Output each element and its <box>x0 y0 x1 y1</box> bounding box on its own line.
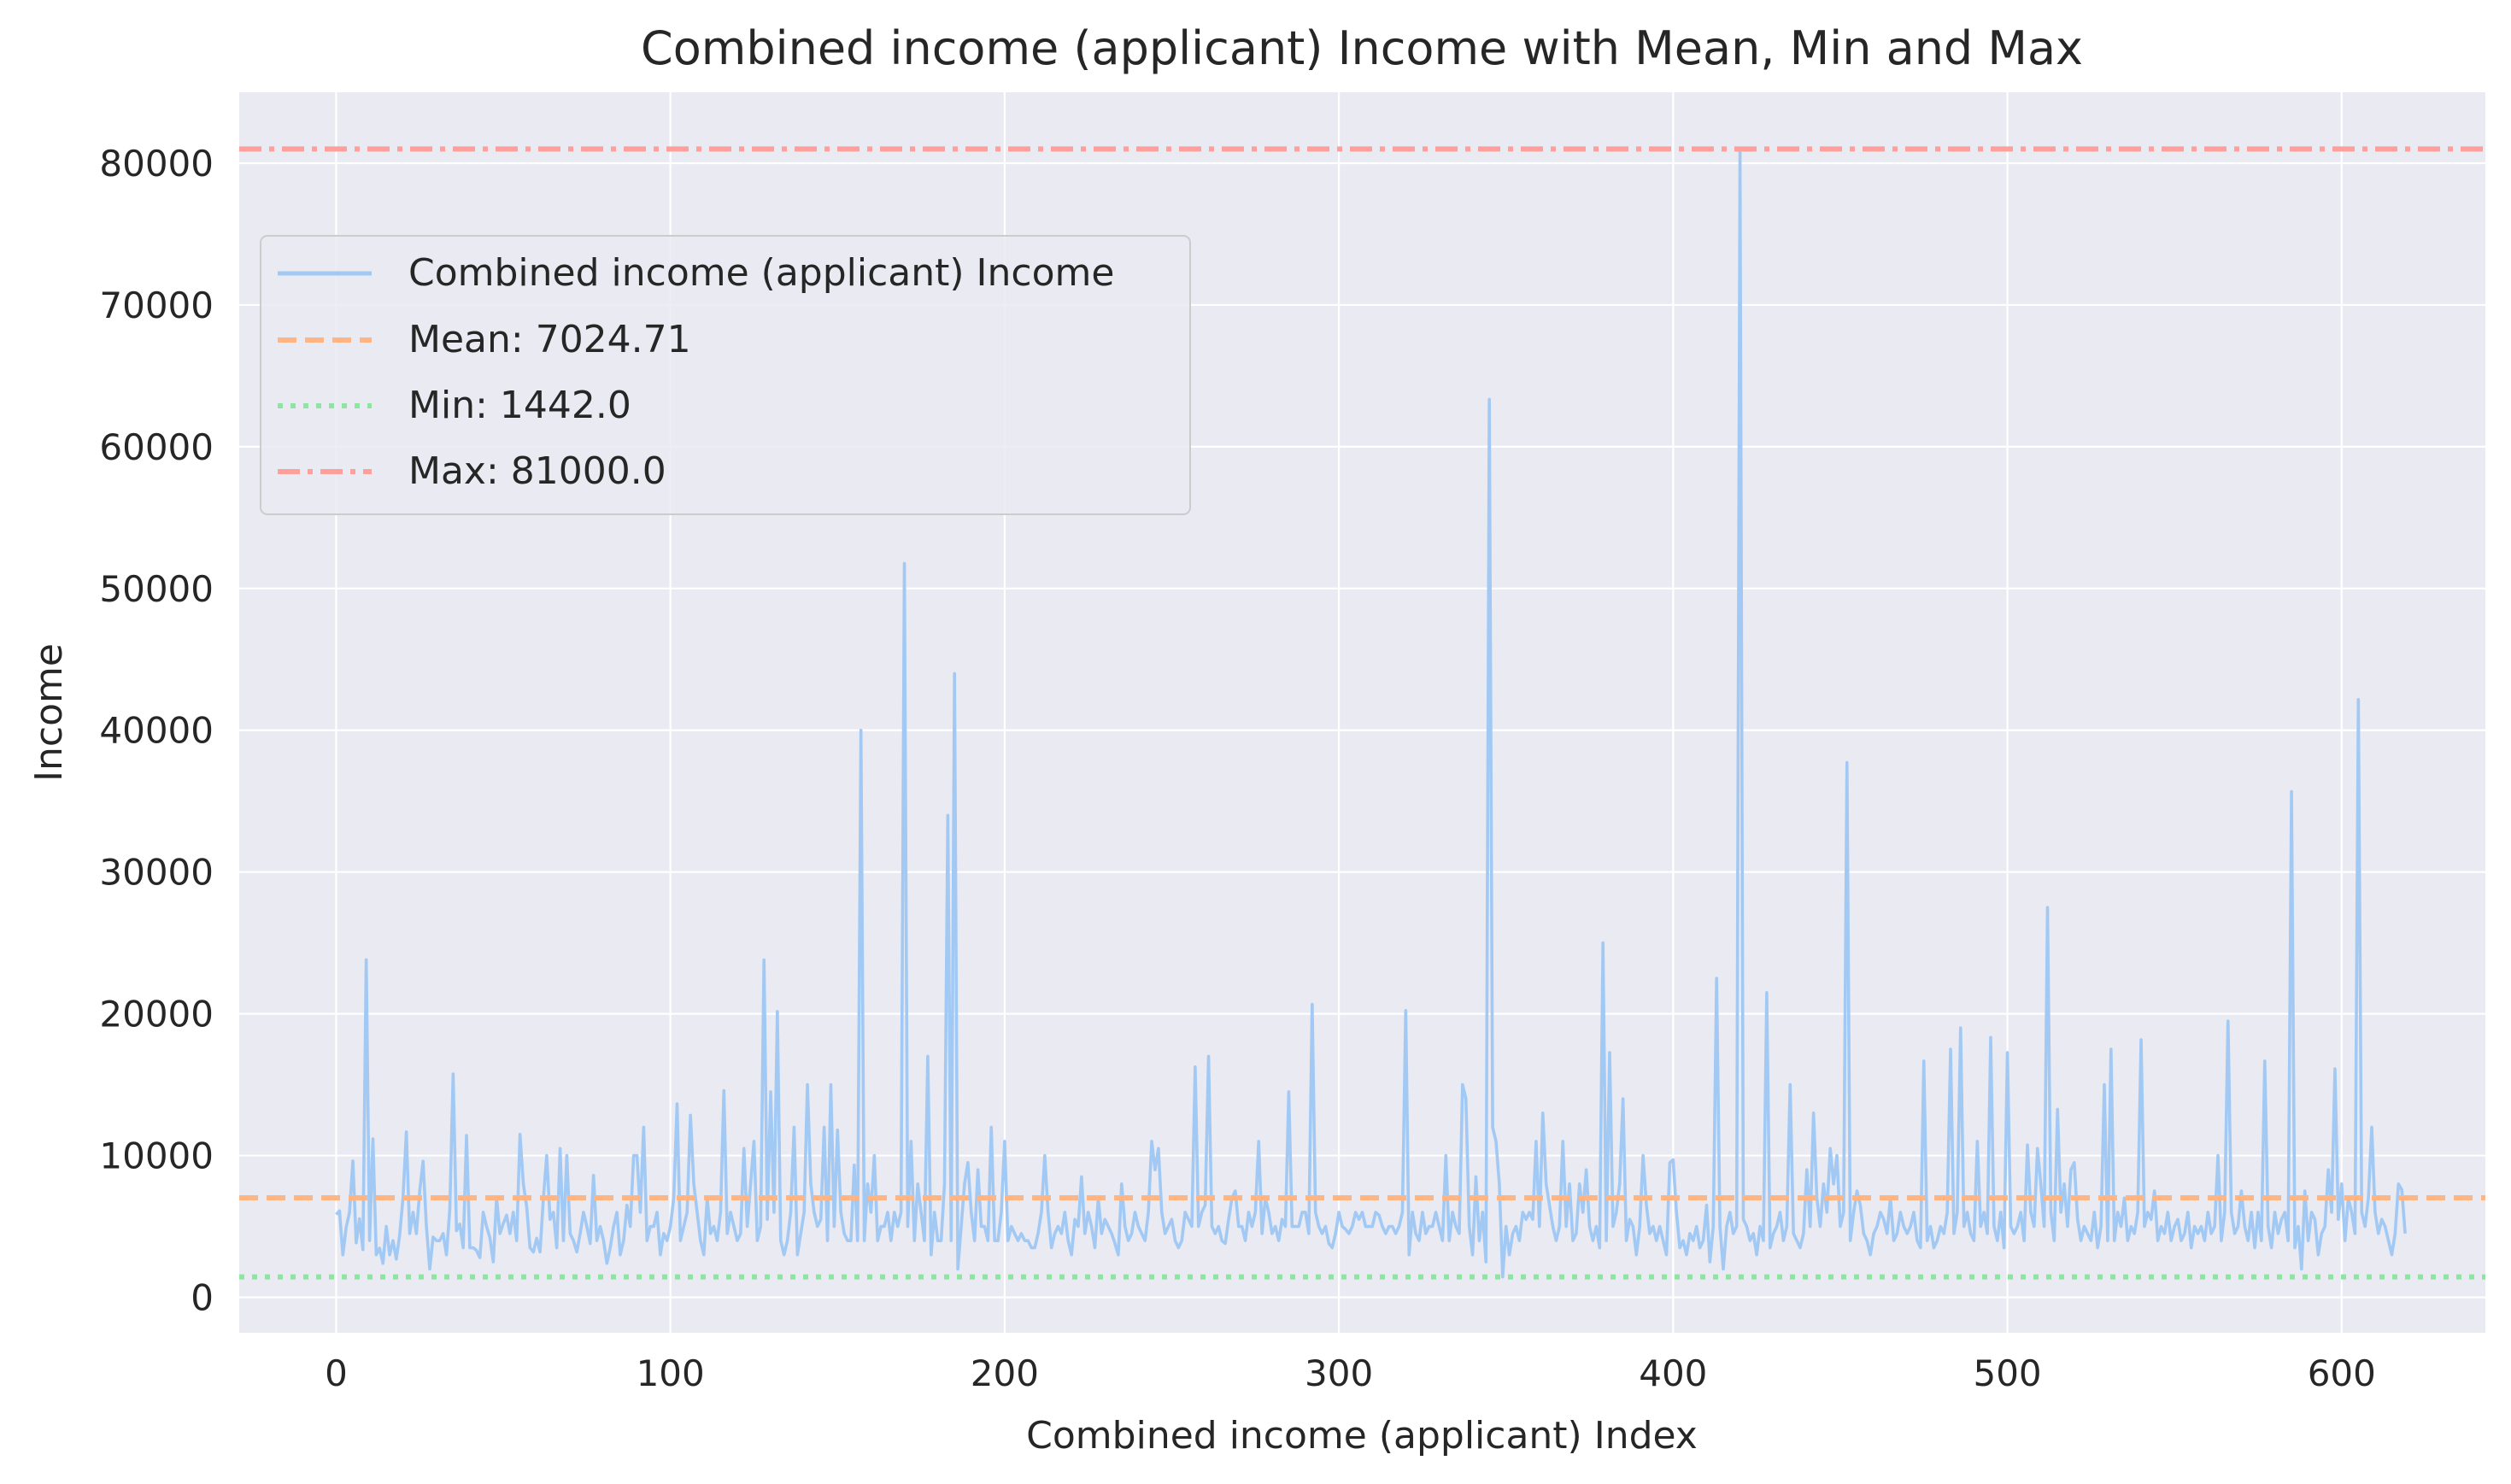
y-tick-label: 0 <box>191 1277 214 1319</box>
legend: Combined income (applicant) Income Mean:… <box>260 235 1191 515</box>
y-axis-label: Income <box>27 643 71 782</box>
y-tick-label: 70000 <box>99 284 214 326</box>
y-tick-label: 20000 <box>99 994 214 1035</box>
legend-label-mean: Mean: 7024.71 <box>408 318 691 361</box>
x-tick-label: 100 <box>637 1352 705 1394</box>
x-tick-label: 0 <box>325 1352 348 1394</box>
y-tick-labels: 0 10000 20000 30000 40000 50000 60000 70000 8000… <box>99 143 214 1319</box>
x-tick-labels: 0 100 200 300 400 500 600 <box>325 1352 2376 1394</box>
y-tick-label: 60000 <box>99 426 214 468</box>
x-tick-label: 200 <box>971 1352 1039 1394</box>
y-tick-label: 10000 <box>99 1135 214 1177</box>
series-line-combined-income <box>335 147 2407 1279</box>
series-layer <box>335 147 2407 1279</box>
legend-label-series: Combined income (applicant) Income <box>408 251 1114 295</box>
y-tick-label: 80000 <box>99 143 214 185</box>
x-tick-label: 300 <box>1305 1352 1373 1394</box>
x-tick-label: 400 <box>1639 1352 1707 1394</box>
reference-lines <box>239 146 2485 1280</box>
legend-label-min: Min: 1442.0 <box>408 384 631 427</box>
x-tick-label: 600 <box>2308 1352 2376 1394</box>
legend-label-max: Max: 81000.0 <box>408 449 666 493</box>
y-tick-label: 30000 <box>99 852 214 894</box>
x-axis-label: Combined income (applicant) Index <box>1026 1414 1698 1458</box>
legend-box <box>260 235 1191 515</box>
y-tick-label: 50000 <box>99 568 214 610</box>
chart-title: Combined income (applicant) Income with … <box>641 21 2083 75</box>
x-tick-label: 500 <box>1973 1352 2041 1394</box>
y-tick-label: 40000 <box>99 710 214 752</box>
